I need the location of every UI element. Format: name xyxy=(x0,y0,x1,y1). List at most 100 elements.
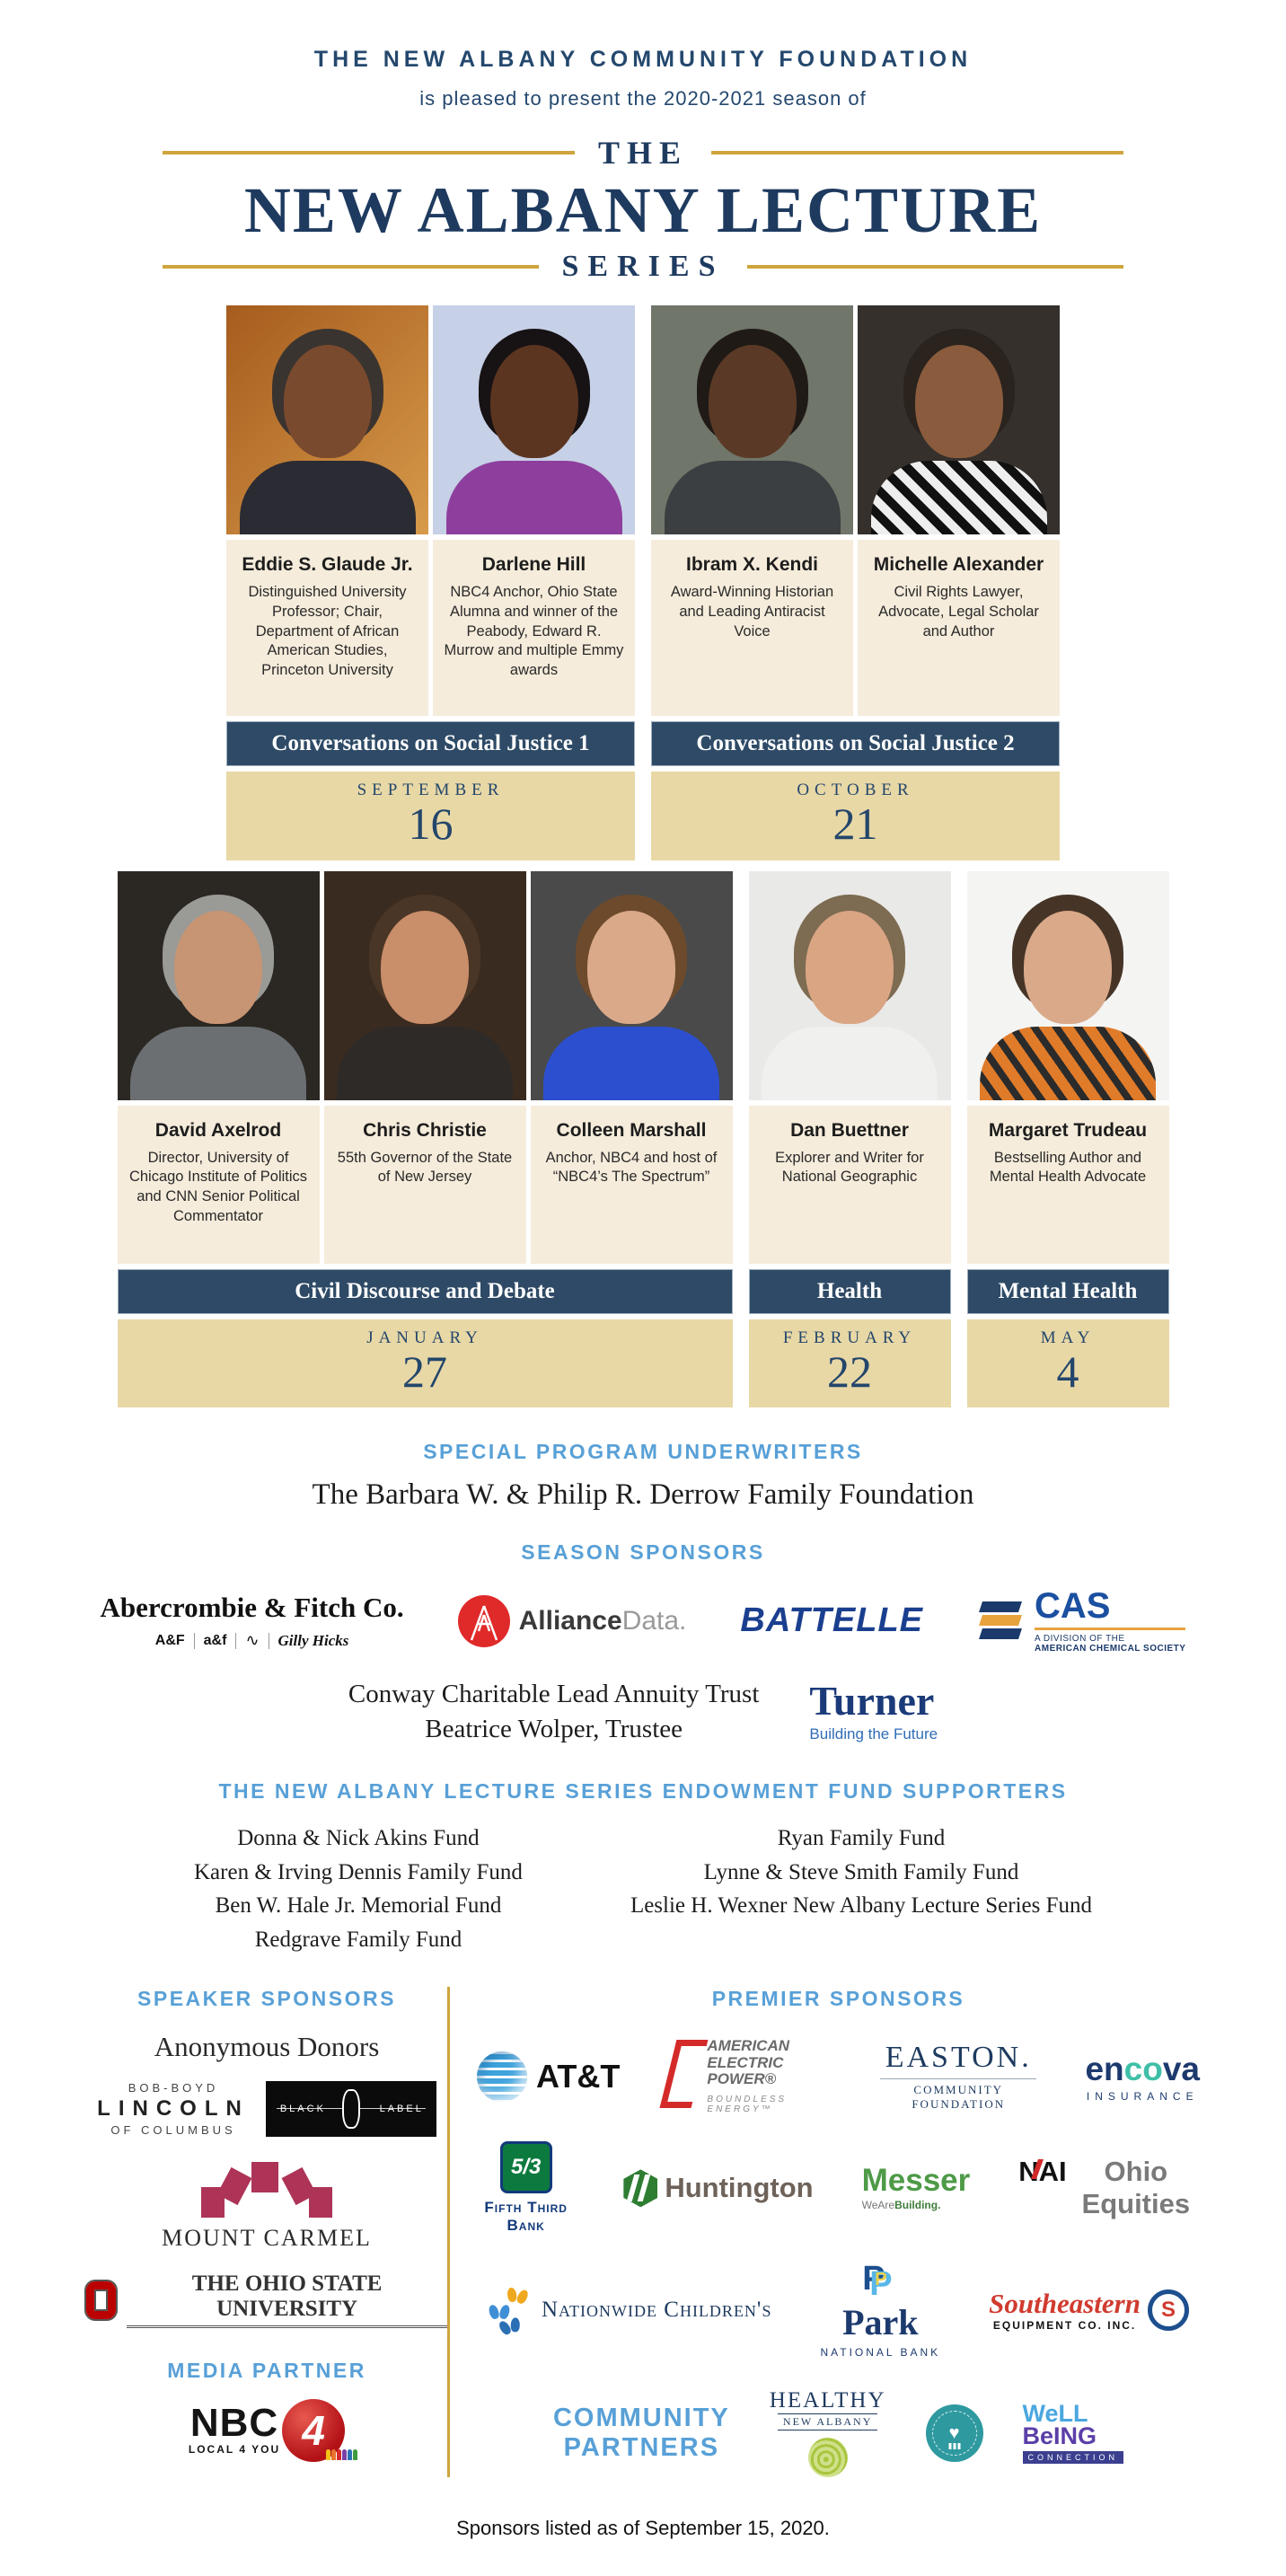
aep-line: ELECTRIC xyxy=(707,2053,784,2071)
portrait-head xyxy=(489,345,578,458)
season-sponsor-logos: Abercrombie & Fitch Co. A&F a&f ∿ Gilly … xyxy=(0,1588,1286,1654)
fund-name: Lynne & Steve Smith Family Fund xyxy=(703,1859,1019,1884)
speaker-card: Ibram X. Kendi Award-Winning Historian a… xyxy=(651,305,853,716)
being-wordmark: BeING xyxy=(1022,2422,1097,2450)
conway-line-2: Beatrice Wolper, Trustee xyxy=(425,1715,683,1744)
well-wordmark: WeLL xyxy=(1022,2399,1088,2427)
community-partners-heading: COMMUNITY PARTNERS xyxy=(552,2404,730,2463)
portrait-shoulders xyxy=(543,1026,719,1100)
event-group-social-justice-2: Ibram X. Kendi Award-Winning Historian a… xyxy=(651,305,1060,860)
speaker-bio: NBC4 Anchor, Ohio State Alumna and winne… xyxy=(444,584,624,679)
mount-carmel-logo: MOUNT CARMEL xyxy=(86,2160,447,2252)
event-date: FEBRUARY 22 xyxy=(748,1319,951,1407)
speaker-cards: Margaret Trudeau Bestselling Author and … xyxy=(966,870,1169,1264)
speaker-info: Eddie S. Glaude Jr. Distinguished Univer… xyxy=(226,540,428,716)
encova-logo: encova INSURANCE xyxy=(1085,2051,1200,2103)
alliance-wordmark: Alliance xyxy=(518,1605,622,1636)
speaker-name: Colleen Marshall xyxy=(556,1119,707,1141)
portrait-head xyxy=(1024,910,1112,1024)
gold-rule-right xyxy=(747,265,1123,269)
portrait-head xyxy=(174,910,262,1024)
underwriters-heading: SPECIAL PROGRAM UNDERWRITERS xyxy=(423,1440,863,1463)
nai-ohio-equities-logo: NAI Ohio Equities xyxy=(1018,2156,1200,2220)
portrait-shoulders xyxy=(980,1026,1156,1100)
speaker-info: Michelle Alexander Civil Rights Lawyer, … xyxy=(858,540,1060,716)
foundation-title: THE NEW ALBANY COMMUNITY FOUNDATION xyxy=(313,47,973,72)
speaker-cards: David Axelrod Director, University of Ch… xyxy=(117,870,733,1264)
portrait-head xyxy=(914,345,1003,458)
event-banner: Mental Health xyxy=(966,1268,1169,1314)
aep-logo: AMERICAN ELECTRIC POWER® BOUNDLESS ENERG… xyxy=(659,2037,832,2114)
speaker-bio: Distinguished University Professor; Chai… xyxy=(248,584,407,679)
healthy-new-albany-line: NEW ALBANY xyxy=(777,2413,878,2431)
speaker-photo-ibram-kendi xyxy=(651,305,853,534)
gold-rule-right xyxy=(711,151,1123,154)
speaker-bio: Director, University of Chicago Institut… xyxy=(128,1149,308,1224)
lincoln-black-label-logo: BLACK LABEL xyxy=(265,2081,436,2138)
season-sponsors-heading: SEASON SPONSORS xyxy=(521,1540,765,1564)
att-wordmark: AT&T xyxy=(536,2057,621,2095)
event-banner: Conversations on Social Justice 1 xyxy=(226,721,635,766)
connection-banner: CONNECTION xyxy=(1022,2451,1124,2464)
event-group-social-justice-1: Eddie S. Glaude Jr. Distinguished Univer… xyxy=(226,305,635,860)
speaker-info: Colleen Marshall Anchor, NBC4 and host o… xyxy=(530,1105,733,1264)
black-label-label: LABEL xyxy=(379,2104,424,2115)
speaker-name: Margaret Trudeau xyxy=(988,1119,1148,1141)
speaker-photo-dan-buettner xyxy=(748,870,951,1100)
anonymous-donors: Anonymous Donors xyxy=(154,2031,380,2063)
huntington-logo: Huntington xyxy=(623,2169,814,2208)
turner-wordmark: Turner xyxy=(809,1678,935,1725)
speaker-bio: Anchor, NBC4 and host of “NBC4’s The Spe… xyxy=(545,1149,718,1186)
park-national-bank-line: NATIONAL BANK xyxy=(820,2346,941,2360)
portrait-head xyxy=(708,345,797,458)
event-banner: Health xyxy=(748,1268,951,1314)
speaker-card: Dan Buettner Explorer and Writer for Nat… xyxy=(748,870,951,1264)
divider xyxy=(235,1632,237,1649)
endowment-lists: Donna & Nick Akins Fund Karen & Irving D… xyxy=(0,1822,1286,1956)
speaker-name: Eddie S. Glaude Jr. xyxy=(242,554,413,575)
messer-wordmark: Messer xyxy=(861,2163,971,2199)
southeastern-equipment-line: EQUIPMENT CO. INC. xyxy=(992,2318,1137,2332)
healthy-new-albany-logo: HEALTHY NEW ALBANY xyxy=(769,2388,886,2478)
speaker-bio: 55th Governor of the State of New Jersey xyxy=(337,1149,513,1186)
turner-logo: Turner Building the Future xyxy=(809,1681,938,1743)
portrait-head xyxy=(283,345,372,458)
well-being-initiative-seal-icon: ♥ xyxy=(925,2404,983,2463)
lincoln-emblem-icon xyxy=(341,2089,360,2130)
huntington-hex-icon xyxy=(623,2169,658,2208)
speaker-cards: Ibram X. Kendi Award-Winning Historian a… xyxy=(651,305,1060,716)
af-brand-lower: a&f xyxy=(203,1632,227,1648)
season-sponsor-row-2: Conway Charitable Lead Annuity Trust Bea… xyxy=(0,1677,1286,1747)
events-row-2: David Axelrod Director, University of Ch… xyxy=(0,870,1286,1407)
speaker-sponsors-heading: SPEAKER SPONSORS xyxy=(137,1987,396,2011)
nbc-peacock-icon xyxy=(326,2449,358,2461)
fifth-third-shield-icon: 5/3 xyxy=(499,2141,552,2194)
title-the: THE xyxy=(597,135,689,171)
speaker-photo-david-axelrod xyxy=(117,870,320,1100)
seal-pillars xyxy=(948,2443,961,2450)
nbc4-number: 4 xyxy=(302,2407,325,2455)
cas-gold-rule xyxy=(1035,1628,1186,1630)
southeastern-wordmark: Southeastern xyxy=(989,2287,1141,2319)
messer-logo: Messer WeAreBuilding. xyxy=(862,2165,971,2211)
title-series: SERIES xyxy=(561,250,725,283)
easton-foundation-line: COMMUNITY FOUNDATION xyxy=(912,2083,1006,2112)
speaker-card: David Axelrod Director, University of Ch… xyxy=(117,870,320,1264)
bottom-columns: SPEAKER SPONSORS Anonymous Donors BOB-BO… xyxy=(0,1987,1286,2478)
alliance-data-logo: AllianceData. xyxy=(457,1594,686,1647)
portrait-shoulders xyxy=(762,1026,938,1100)
bob-boyd-line: BOB-BOYD xyxy=(128,2081,219,2095)
speaker-name: Michelle Alexander xyxy=(873,554,1044,575)
event-date: SEPTEMBER 16 xyxy=(226,772,635,860)
speaker-info: David Axelrod Director, University of Ch… xyxy=(117,1105,320,1264)
nbc4-tagline: LOCAL 4 YOU xyxy=(188,2443,281,2457)
underwriter-name: The Barbara W. & Philip R. Derrow Family… xyxy=(312,1478,974,1511)
events-row-1: Eddie S. Glaude Jr. Distinguished Univer… xyxy=(0,305,1286,860)
bob-boyd-lincoln-logo: BOB-BOYD LINCOLN OF COLUMBUS BLACK LABEL xyxy=(86,2081,447,2138)
healthy-wordmark: HEALTHY xyxy=(769,2388,886,2413)
speaker-info: Dan Buettner Explorer and Writer for Nat… xyxy=(748,1105,951,1264)
messer-tagline-building: Building. xyxy=(894,2199,941,2212)
endowment-heading: THE NEW ALBANY LECTURE SERIES ENDOWMENT … xyxy=(218,1779,1068,1804)
event-group-health: Dan Buettner Explorer and Writer for Nat… xyxy=(748,870,951,1407)
